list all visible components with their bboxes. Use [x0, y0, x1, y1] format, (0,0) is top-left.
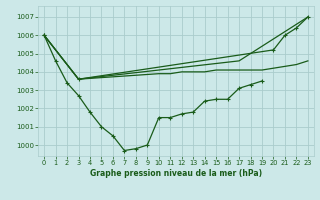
X-axis label: Graphe pression niveau de la mer (hPa): Graphe pression niveau de la mer (hPa)	[90, 169, 262, 178]
